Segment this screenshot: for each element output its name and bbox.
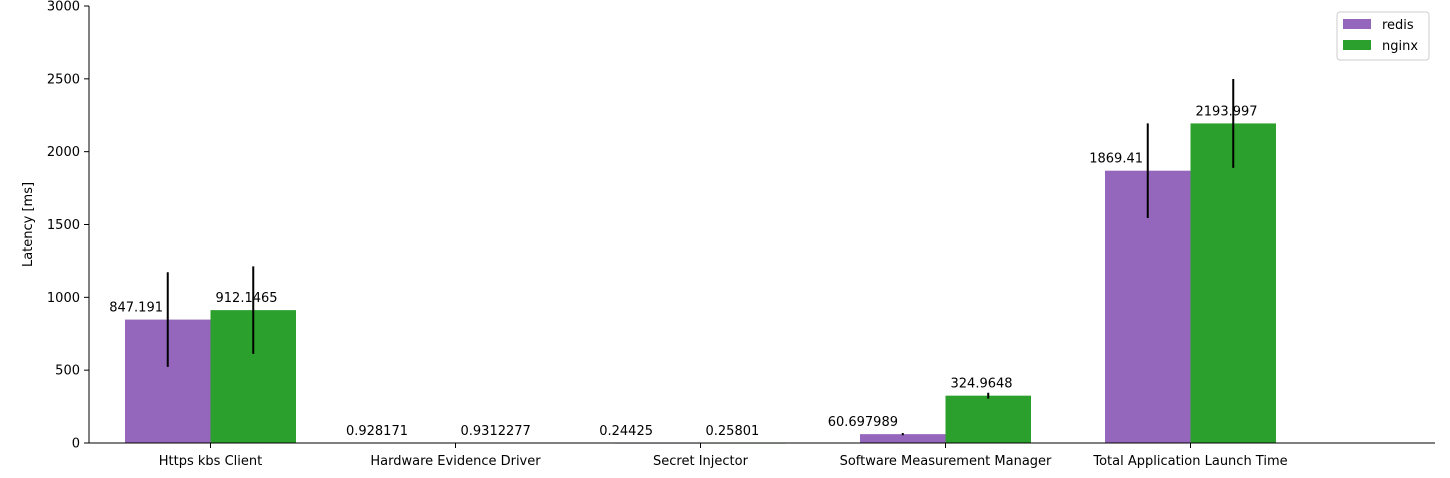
data-label-redis: 1869.41 <box>1089 152 1143 167</box>
y-tick-label: 3000 <box>47 0 80 15</box>
data-label-redis: 60.697989 <box>828 415 898 430</box>
data-label-nginx: 912.1465 <box>216 291 278 306</box>
x-tick-label: Software Measurement Manager <box>840 454 1052 469</box>
x-tick-label: Hardware Evidence Driver <box>370 454 541 469</box>
x-tick-label: Total Application Launch Time <box>1092 454 1287 469</box>
legend-swatch-nginx <box>1343 40 1371 50</box>
data-label-redis: 0.24425 <box>599 424 653 439</box>
bar-nginx <box>1190 123 1276 443</box>
y-tick-label: 1000 <box>47 291 80 306</box>
bar-nginx <box>945 395 1031 443</box>
data-labels-layer: 847.191 0.928171 0.24425 60.697989 1869.41 91… <box>109 104 1257 439</box>
legend-swatch-redis <box>1343 19 1371 29</box>
legend-label-nginx: nginx <box>1382 39 1418 54</box>
data-label-nginx: 0.25801 <box>706 424 760 439</box>
x-tick-label: Secret Injector <box>653 454 749 469</box>
y-ticks-layer: 0 500 1000 1500 2000 2500 3000 <box>47 0 89 452</box>
bars-layer <box>125 123 1276 444</box>
legend: redis nginx <box>1336 11 1430 61</box>
data-label-nginx: 2193.997 <box>1196 104 1258 119</box>
x-ticks-layer: Https kbs Client Hardware Evidence Driver… <box>159 443 1288 469</box>
bar-redis <box>860 434 946 443</box>
y-tick-label: 2000 <box>47 145 80 160</box>
error-bars-layer <box>166 78 1235 436</box>
y-axis-title: Latency [ms] <box>21 182 36 267</box>
y-tick-label: 0 <box>72 437 80 452</box>
data-label-nginx: 324.9648 <box>951 377 1013 392</box>
y-tick-label: 500 <box>55 364 80 379</box>
legend-label-redis: redis <box>1382 18 1414 33</box>
y-tick-label: 1500 <box>47 218 80 233</box>
data-label-redis: 0.928171 <box>346 424 408 439</box>
x-tick-label: Https kbs Client <box>159 454 262 469</box>
data-label-nginx: 0.9312277 <box>461 424 531 439</box>
y-tick-label: 2500 <box>47 72 80 87</box>
data-label-redis: 847.191 <box>109 301 163 316</box>
